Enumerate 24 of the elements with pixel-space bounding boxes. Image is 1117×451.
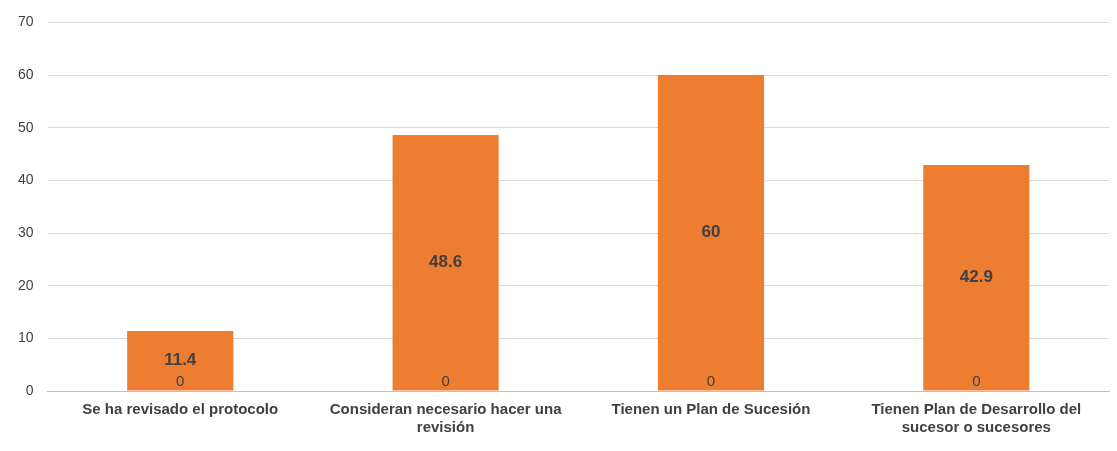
y-tick-label: 60: [17, 65, 34, 82]
data-label: 42.9: [959, 267, 993, 287]
bar: [127, 330, 234, 391]
bar: [657, 75, 765, 391]
x-tick-label: Se ha revisado el protocolo: [82, 400, 279, 418]
annotation: 0: [176, 371, 185, 389]
data-label: 48.6: [429, 252, 463, 272]
bar: [392, 135, 499, 391]
annotation: 0: [441, 371, 450, 389]
y-tick-label: 20: [17, 276, 34, 293]
x-tick-label: Consideran necesario hacer una revisión: [329, 400, 563, 436]
y-tick-label: 50: [17, 118, 34, 135]
x-tick-label: Tienen un Plan de Sucesión: [611, 400, 811, 418]
y-tick-label: 70: [17, 13, 34, 30]
y-tick-label: 0: [25, 381, 34, 398]
annotation: 0: [972, 371, 981, 389]
annotation: 0: [706, 371, 716, 389]
bar: [923, 165, 1030, 391]
y-tick-label: 40: [17, 171, 34, 188]
data-label: 11.4: [164, 350, 197, 370]
x-tick-label: Tienen Plan de Desarrollo del sucesor o sucesores: [871, 400, 1082, 436]
data-label: 60: [701, 222, 721, 242]
y-tick-label: 10: [17, 329, 34, 346]
y-tick-label: 30: [17, 223, 34, 240]
